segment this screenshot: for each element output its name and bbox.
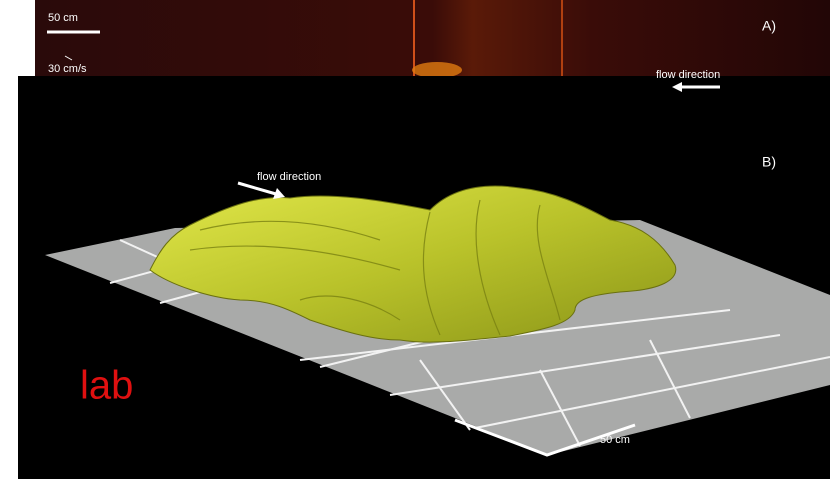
page: {"panel_a": {"scale_bar": "50 cm", "labe… [0,0,830,484]
scale-label: 50 cm [600,434,630,446]
panel-label: A) [762,18,776,34]
glow [412,62,462,78]
flow-label: flow direction [257,171,321,183]
annotation: lab [80,364,133,408]
scale-label: 50 cm [48,12,78,24]
panel-label: B) [762,154,776,170]
figure: 50 cm A) 30 cm/s flow direction B) flow … [0,0,830,479]
flow-label: flow direction [656,69,720,81]
velocity-label: 30 cm/s [48,63,87,75]
